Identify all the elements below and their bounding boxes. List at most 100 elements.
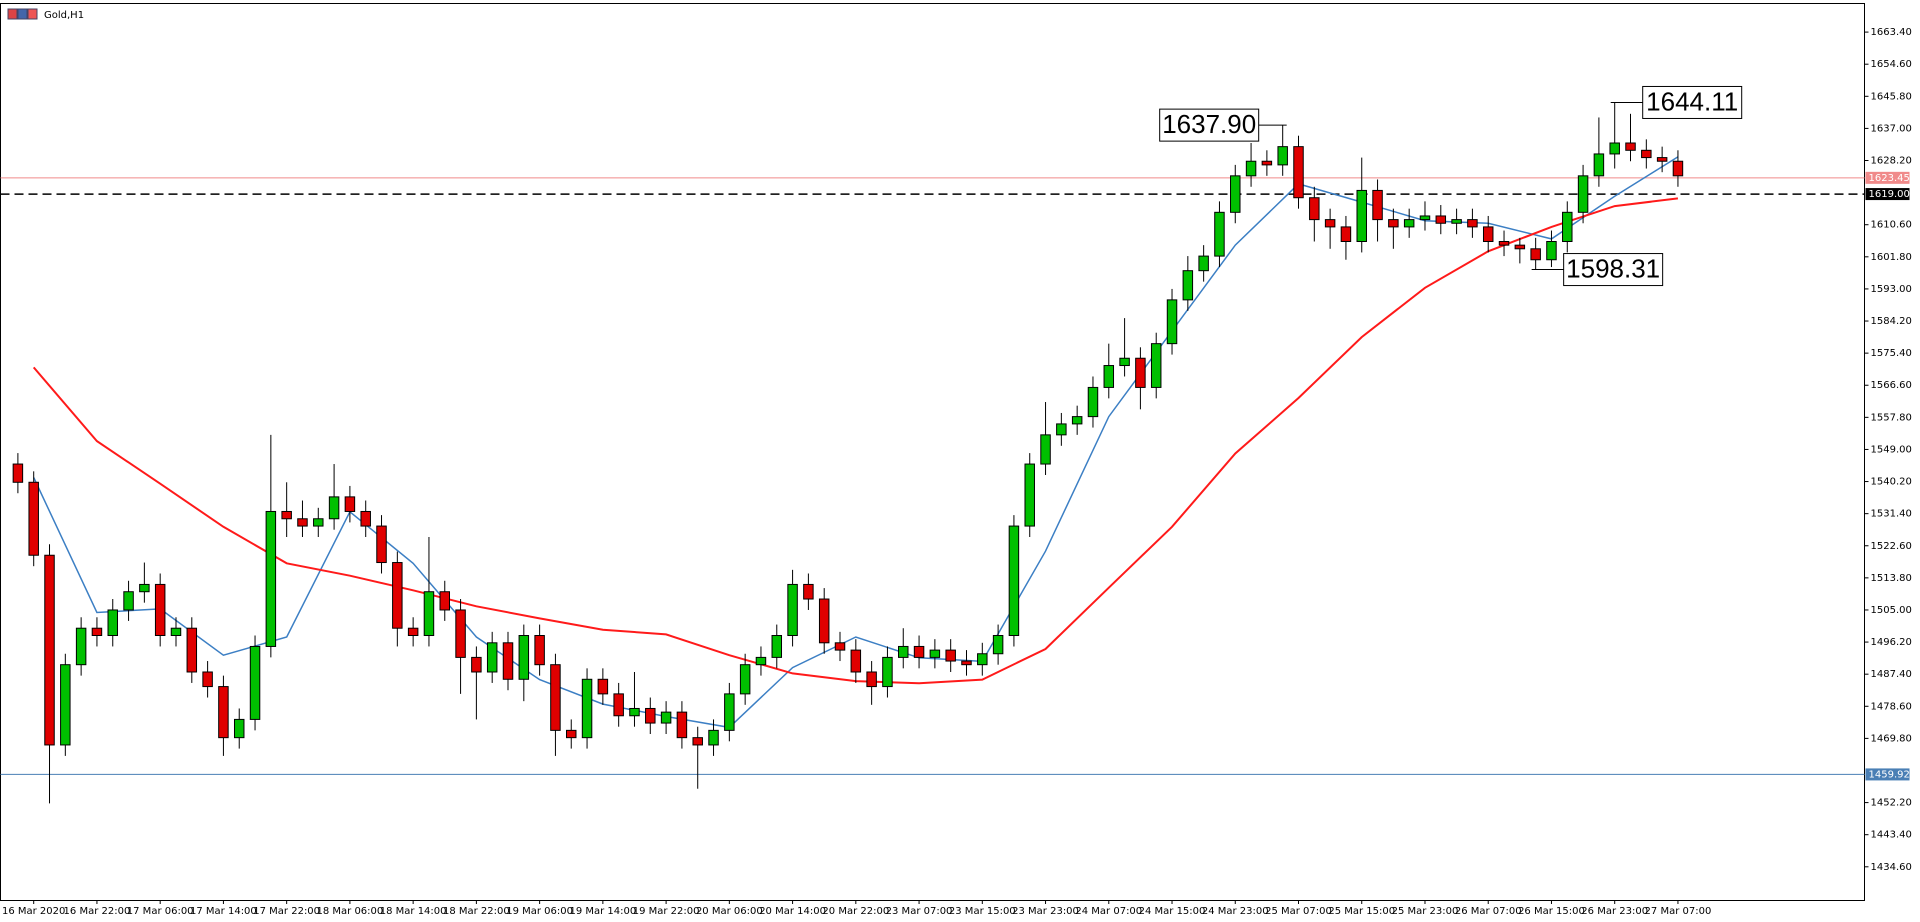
candle-body (60, 664, 71, 746)
candle-body (739, 664, 751, 695)
candle-body (265, 510, 277, 647)
candle-body (1451, 219, 1462, 224)
x-tick-label: 26 Mar 15:00 (1518, 906, 1585, 917)
x-tick-label: 19 Mar 22:00 (633, 906, 700, 917)
annotation-box (1642, 85, 1743, 119)
x-tick-label: 23 Mar 07:00 (886, 906, 953, 917)
x-tick-label: 18 Mar 06:00 (317, 906, 384, 917)
y-tick-label: 1531.40 (1871, 509, 1912, 520)
candle-body (1340, 226, 1352, 242)
chart-title: Gold,H1 (44, 10, 84, 21)
candle-body (44, 554, 55, 746)
candle-body (660, 711, 672, 724)
candle-body (771, 635, 783, 658)
candle-body (1514, 244, 1526, 250)
candle-body (1182, 270, 1194, 301)
candle-body (676, 711, 688, 739)
annotation-box (1563, 253, 1664, 287)
x-tick-label: 17 Mar 22:00 (253, 906, 320, 917)
annotation-box (1159, 108, 1260, 142)
candle-body (1403, 219, 1415, 228)
candle-body (1498, 240, 1510, 246)
candle-body (1166, 299, 1178, 345)
candle-body (1245, 160, 1257, 177)
price-level-tag (1865, 171, 1910, 184)
x-tick-label: 25 Mar 23:00 (1392, 906, 1459, 917)
candle-body (1119, 357, 1130, 367)
candle-body (297, 518, 308, 527)
candle-body (455, 609, 466, 658)
candle-body (882, 656, 893, 688)
candle-body (439, 591, 451, 611)
candle-body (1024, 463, 1035, 527)
candle-body (645, 707, 656, 724)
candle-body (202, 671, 213, 688)
candle-body (724, 693, 735, 731)
candle-body (961, 660, 972, 666)
y-tick-label: 1645.80 (1871, 91, 1912, 102)
candle-body (12, 463, 24, 483)
y-tick-label: 1584.20 (1871, 316, 1912, 327)
candle-body (1656, 157, 1668, 162)
candle-body (1040, 434, 1051, 465)
y-tick-label: 1628.20 (1871, 156, 1912, 167)
candle-body (376, 525, 387, 564)
candle-body (154, 583, 166, 637)
candle-body (502, 642, 514, 680)
candle-body (1562, 211, 1573, 242)
candle-body (28, 481, 39, 556)
y-tick-label: 1601.80 (1871, 252, 1912, 263)
y-tick-label: 1637.00 (1871, 123, 1912, 134)
y-tick-label: 1654.60 (1871, 59, 1912, 70)
candle-body (1530, 248, 1541, 261)
x-tick-label: 25 Mar 15:00 (1328, 906, 1395, 917)
candle-body (139, 583, 150, 593)
candle-body (850, 649, 862, 673)
candle-body (550, 664, 561, 731)
x-tick-label: 26 Mar 07:00 (1455, 906, 1522, 917)
candle-body (170, 627, 182, 637)
candle-body (1150, 343, 1162, 388)
y-tick-label: 1469.80 (1871, 733, 1912, 744)
x-tick-label: 17 Mar 06:00 (127, 906, 194, 917)
candle-body (708, 729, 719, 746)
candle-body (281, 510, 292, 520)
candle-body (1309, 197, 1320, 221)
candle-body (1482, 226, 1494, 242)
candle-body (1198, 255, 1209, 272)
candle-body (1609, 142, 1620, 155)
x-tick-label: 20 Mar 06:00 (696, 906, 763, 917)
candle-body (423, 591, 435, 637)
price-level-label: 1619.00 (1869, 189, 1910, 200)
candle-body (692, 737, 703, 746)
candle-body (866, 671, 877, 688)
candle-body (1388, 219, 1399, 228)
candle-body (328, 496, 340, 520)
y-tick-label: 1540.20 (1871, 477, 1912, 488)
price-level-label: 1459.92 (1869, 769, 1910, 780)
x-tick-label: 25 Mar 07:00 (1265, 906, 1332, 917)
x-tick-label: 19 Mar 06:00 (506, 906, 573, 917)
candle-body (1641, 149, 1652, 159)
moving-average (33, 156, 1679, 729)
y-tick-label: 1593.00 (1871, 284, 1912, 295)
candle-body (1419, 215, 1431, 221)
x-tick-label: 23 Mar 23:00 (1012, 906, 1079, 917)
candle-body (581, 678, 593, 739)
annotation-label: 1644.11 (1646, 86, 1738, 116)
y-tick-label: 1557.80 (1871, 412, 1912, 423)
candle-body (360, 510, 371, 527)
candle-body (1372, 189, 1383, 221)
y-tick-label: 1452.20 (1871, 798, 1912, 809)
candle-body (945, 649, 956, 662)
candle-body (486, 642, 498, 673)
candle-body (1293, 146, 1304, 199)
x-tick-label: 18 Mar 14:00 (380, 906, 447, 917)
candle-body (1277, 146, 1288, 166)
candle-body (597, 678, 609, 695)
x-tick-label: 24 Mar 23:00 (1202, 906, 1269, 917)
annotation-label: 1637.90 (1162, 109, 1256, 139)
candle-body (787, 583, 798, 637)
candle-body (1261, 160, 1273, 166)
